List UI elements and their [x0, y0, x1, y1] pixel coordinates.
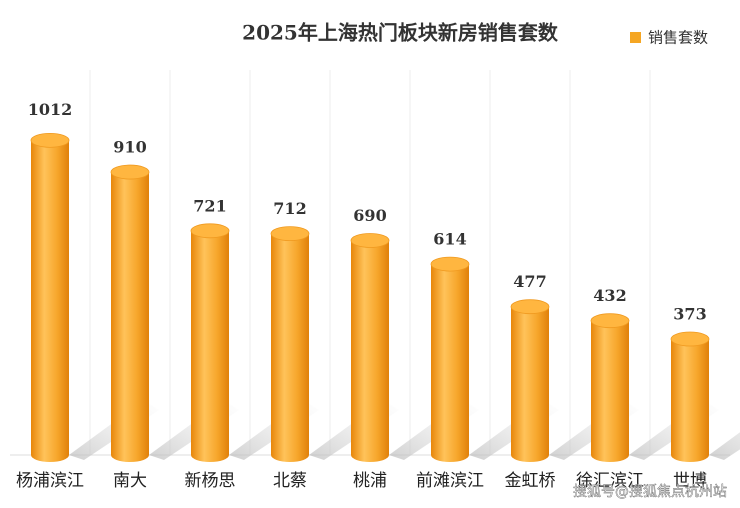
value-label: 477 [513, 272, 546, 291]
chart-title: 2025年上海热门板块新房销售套数 [242, 21, 559, 45]
bar [111, 165, 149, 462]
value-label: 712 [273, 199, 306, 218]
x-tick-label: 金虹桥 [505, 471, 556, 491]
x-tick-label: 徐汇滨江 [576, 471, 644, 491]
legend-label: 销售套数 [648, 29, 708, 47]
value-label: 1012 [28, 100, 73, 119]
bar [351, 233, 389, 462]
bar [671, 332, 709, 462]
value-label: 432 [593, 286, 626, 305]
bar-cap [110, 164, 150, 180]
bar [431, 257, 469, 462]
x-tick-label: 世博 [673, 471, 707, 491]
bar-cap [270, 226, 310, 242]
x-tick-label: 南大 [113, 471, 147, 491]
legend-swatch [630, 32, 641, 43]
bar-cap [510, 299, 550, 315]
bar [271, 226, 309, 462]
x-tick-label: 前滩滨江 [416, 471, 484, 491]
plot: 1012 杨浦滨江 910 南大 721 新杨思 712 北蔡 690 桃浦 614 前滩滨江 477 金… [16, 70, 740, 491]
bar-cap [590, 313, 630, 329]
bar-cap [350, 233, 390, 248]
value-label: 373 [673, 305, 706, 324]
bar-cap [190, 223, 230, 239]
x-tick-label: 杨浦滨江 [16, 471, 84, 491]
value-label: 910 [113, 138, 146, 157]
bar [511, 299, 549, 462]
bar [191, 223, 229, 462]
x-tick-label: 桃浦 [353, 471, 387, 491]
watermark: 搜狐号@搜狐焦点杭州站 [573, 484, 727, 500]
value-label: 690 [353, 206, 386, 225]
x-tick-label: 新杨思 [185, 471, 236, 491]
bar [31, 133, 69, 462]
x-tick-label: 北蔡 [273, 471, 307, 491]
bar-cap [30, 132, 70, 148]
value-label: 721 [193, 196, 226, 215]
bar-cap [430, 256, 470, 272]
bar [591, 313, 629, 462]
bar-cap [670, 331, 710, 347]
bar-shadow [709, 432, 740, 460]
value-label: 614 [433, 230, 466, 249]
